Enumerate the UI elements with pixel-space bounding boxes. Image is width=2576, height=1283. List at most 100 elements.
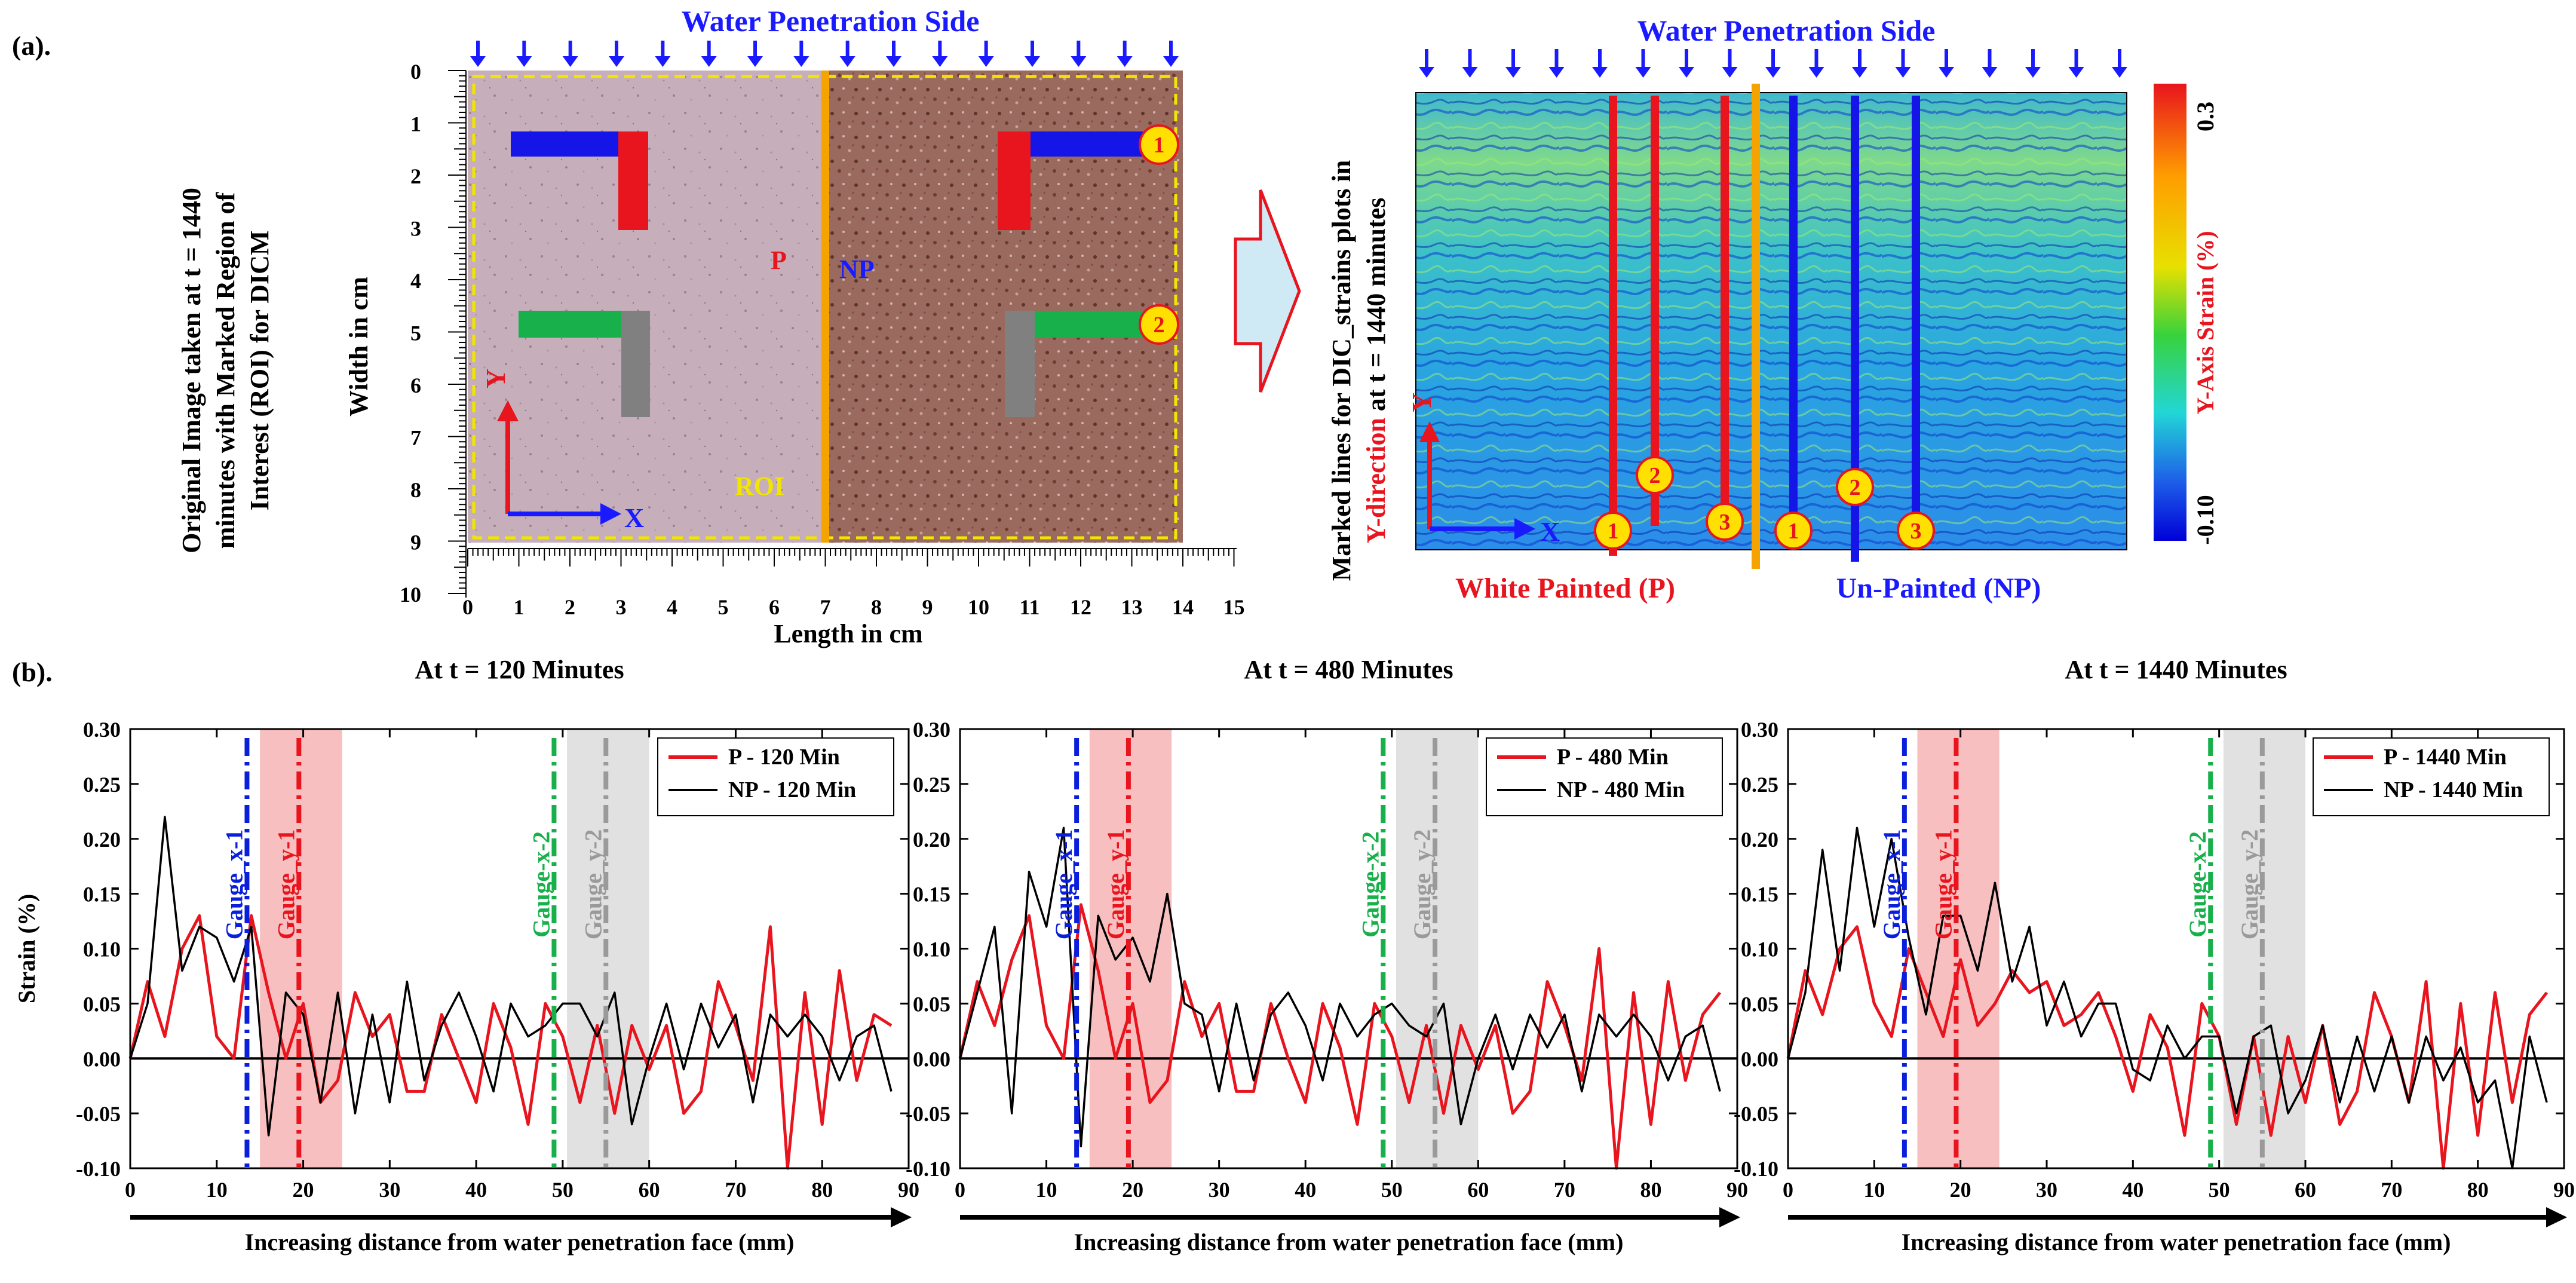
chart-title: At t = 1440 Minutes bbox=[2065, 657, 2287, 684]
x-tick-label: 70 bbox=[1554, 1178, 1575, 1202]
right-caption-red: Y-direction bbox=[1361, 418, 1391, 543]
legend: P - 480 Min NP - 480 Min bbox=[1486, 737, 1723, 816]
ruler-h-label: 7 bbox=[820, 595, 831, 619]
length-label: Length in cm bbox=[774, 619, 922, 648]
water-arrow bbox=[978, 41, 994, 67]
gauge-x1-photo bbox=[511, 131, 618, 157]
ruler-v-label: 1 bbox=[410, 112, 421, 136]
gauge-label: Gauge_x-1 bbox=[220, 829, 247, 939]
ruler-h-label: 2 bbox=[565, 595, 575, 619]
water-arrows-left bbox=[470, 41, 1179, 67]
ruler-v-label: 4 bbox=[410, 269, 421, 293]
ruler-v-label: 8 bbox=[410, 478, 421, 502]
left-caption-line-2: minutes with Marked Region of bbox=[211, 191, 240, 549]
x-tick-label: 40 bbox=[2122, 1178, 2143, 1202]
water-arrow bbox=[701, 41, 717, 67]
gauge-label: Gauge-x-2 bbox=[1357, 831, 1384, 938]
ruler-v-label: 10 bbox=[400, 583, 421, 607]
legend-entry: P - 1440 Min bbox=[2384, 745, 2507, 770]
marked-line-number: 3 bbox=[1706, 503, 1744, 541]
y-tick-label: -0.05 bbox=[76, 1102, 121, 1126]
ruler-h-label: 6 bbox=[769, 595, 780, 619]
x-tick-label: 20 bbox=[293, 1178, 314, 1202]
x-tick-label: 90 bbox=[1726, 1178, 1748, 1202]
ruler-v-label: 5 bbox=[410, 321, 421, 345]
y-tick-label: -0.10 bbox=[1734, 1157, 1778, 1181]
x-tick-label: 20 bbox=[1122, 1178, 1143, 1202]
svg-text:1: 1 bbox=[1154, 133, 1165, 158]
gauge-label: Gauge_y-1 bbox=[1102, 829, 1129, 939]
y-tick-label: -0.05 bbox=[906, 1102, 950, 1126]
x-tick-label: 0 bbox=[1783, 1178, 1793, 1202]
gauge-label: Gauge-x-2 bbox=[528, 831, 554, 938]
un-painted-label: Un-Painted (NP) bbox=[1836, 572, 2041, 604]
water-arrow bbox=[516, 41, 532, 67]
y-tick-label: 0.20 bbox=[1741, 828, 1778, 852]
gauge-y1-photo bbox=[618, 131, 648, 230]
x-tick-label: 80 bbox=[2467, 1178, 2489, 1202]
x-tick-label: 80 bbox=[811, 1178, 833, 1202]
colorbar-label: Y-Axis Strain (%) bbox=[2192, 231, 2219, 414]
water-arrow bbox=[2068, 49, 2084, 78]
x-tick-label: 60 bbox=[639, 1178, 660, 1202]
y-tick-label: 0.20 bbox=[83, 828, 121, 852]
series-line-p bbox=[1786, 925, 2549, 1170]
p-np-divider bbox=[821, 71, 829, 543]
x-tick-label: 60 bbox=[2295, 1178, 2316, 1202]
series-line-np bbox=[959, 826, 1721, 1148]
ruler-v-label: 9 bbox=[410, 531, 421, 555]
panel-a: Original Image taken at t = 1440 minutes… bbox=[177, 4, 2219, 648]
y-tick-label: 0.10 bbox=[913, 938, 950, 962]
x-tick-label: 90 bbox=[898, 1178, 919, 1202]
x-tick-label: 60 bbox=[1467, 1178, 1489, 1202]
ruler-h-label: 12 bbox=[1070, 595, 1091, 619]
y-axis-label: Strain (%) bbox=[13, 894, 40, 1003]
gauge-label: Gauge-x-2 bbox=[2184, 831, 2211, 938]
svg-text:Y: Y bbox=[480, 369, 511, 388]
y-tick-label: 0.05 bbox=[913, 992, 950, 1016]
y-tick-label: 0.05 bbox=[1741, 992, 1778, 1016]
gauge-number-1-photo: 1 bbox=[1139, 124, 1179, 165]
marked-lines bbox=[1609, 84, 1920, 569]
water-arrow bbox=[1548, 49, 1565, 78]
svg-text:1: 1 bbox=[1608, 519, 1619, 544]
gauge-x1-photo-np bbox=[1031, 131, 1147, 157]
svg-text:2: 2 bbox=[1649, 463, 1661, 488]
water-arrow bbox=[470, 41, 486, 67]
x-axis-label: Increasing distance from water penetrati… bbox=[1074, 1229, 1624, 1256]
gauge-label: Gauge_y-1 bbox=[272, 829, 299, 939]
water-arrow bbox=[1808, 49, 1824, 78]
marked-line-number: 3 bbox=[1897, 512, 1935, 550]
label-roi: ROI bbox=[735, 471, 784, 501]
x-tick-label: 20 bbox=[1950, 1178, 1971, 1202]
label-np: NP bbox=[839, 255, 875, 284]
legend: P - 1440 Min NP - 1440 Min bbox=[2313, 737, 2550, 816]
water-arrow bbox=[1419, 49, 1434, 78]
y-tick-label: 0.25 bbox=[1741, 773, 1778, 797]
panel-a-label: (a). bbox=[12, 30, 51, 61]
ruler-h-label: 11 bbox=[1019, 595, 1039, 619]
gauge-y2-photo-np bbox=[1005, 311, 1035, 417]
y-tick-label: 0.25 bbox=[913, 773, 950, 797]
svg-text:X: X bbox=[1540, 516, 1560, 547]
gauge-number-2-photo: 2 bbox=[1139, 304, 1179, 345]
label-p: P bbox=[771, 246, 787, 275]
ruler-v-label: 3 bbox=[410, 217, 421, 241]
series-line-np bbox=[129, 816, 893, 1137]
x-tick-label: 30 bbox=[2036, 1178, 2057, 1202]
x-tick-label: 10 bbox=[1863, 1178, 1885, 1202]
water-arrow bbox=[655, 41, 671, 67]
gauge-label: Gauge_x-1 bbox=[1878, 829, 1905, 939]
x-tick-label: 30 bbox=[1209, 1178, 1230, 1202]
left-caption-line-3: Interest (ROI) for DICM bbox=[245, 231, 274, 511]
panel-b-label: (b). bbox=[12, 657, 53, 687]
chart-title: At t = 480 Minutes bbox=[1244, 657, 1453, 684]
x-tick-label: 40 bbox=[1295, 1178, 1316, 1202]
ruler-h-label: 5 bbox=[718, 595, 729, 619]
ruler-vertical-ticks: 0 1 2 3 4 5 6 7 8 9 10 bbox=[400, 60, 467, 607]
water-side-title-left: Water Penetration Side bbox=[682, 4, 980, 38]
svg-text:2: 2 bbox=[1154, 313, 1165, 338]
ruler-horizontal-ticks: 0 1 2 3 4 5 6 7 8 9 10 11 12 13 14 15 bbox=[462, 548, 1245, 619]
y-tick-label: 0.00 bbox=[1741, 1047, 1778, 1071]
colorbar-min: -0.10 bbox=[2192, 495, 2219, 544]
